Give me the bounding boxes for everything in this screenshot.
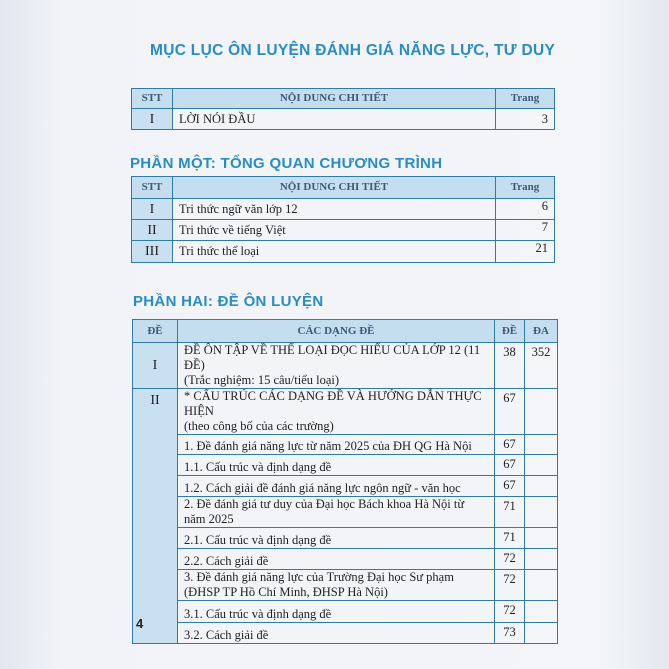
- row-title: 3. Đề đánh giá năng lực của Trường Đại h…: [184, 570, 454, 584]
- row-content: 2. Đề đánh giá tư duy của Đại học Bách k…: [177, 496, 495, 528]
- row-da: [524, 454, 558, 476]
- row-content: 3.2. Cách giải đề: [177, 622, 495, 644]
- row-page: 6: [495, 198, 555, 220]
- row-stt: I: [132, 342, 178, 389]
- row-content: 1.1. Cấu trúc và định dạng đề: [177, 454, 495, 476]
- table-row: 2. Đề đánh giá tư duy của Đại học Bách k…: [133, 496, 558, 528]
- table-row: 1.2. Cách giải đề đánh giá năng lực ngôn…: [133, 475, 558, 497]
- row-stt: II: [132, 388, 178, 644]
- part2-heading: PHẦN HAI: ĐỀ ÔN LUYỆN: [133, 293, 324, 310]
- row-page: 21: [495, 240, 555, 263]
- row-da: [524, 496, 558, 528]
- row-content: LỜI NÓI ĐẦU: [172, 108, 496, 130]
- row-de: 71: [494, 527, 525, 549]
- row-da: [524, 527, 558, 549]
- row-da: 352: [524, 342, 558, 389]
- row-stt: II: [131, 219, 173, 241]
- row-content: 1. Đề đánh giá năng lực từ năm 2025 của …: [177, 434, 495, 455]
- part1-heading: PHẦN MỘT: TỔNG QUAN CHƯƠNG TRÌNH: [130, 155, 443, 172]
- table-row: 3. Đề đánh giá năng lực của Trường Đại h…: [133, 569, 558, 601]
- header-de-page: ĐỀ: [494, 319, 525, 343]
- row-stt: I: [131, 108, 173, 130]
- table-row: 3.1. Cấu trúc và định dạng đề 72: [133, 600, 558, 623]
- intro-table: STT NỘI DUNG CHI TIẾT Trang I LỜI NÓI ĐẦU 3: [131, 88, 555, 130]
- table-row: I ĐỀ ÔN TẬP VỀ THỂ LOẠI ĐỌC HIỂU CỦA LỚP …: [132, 342, 558, 389]
- table-row: II Tri thức về tiếng Việt 7: [131, 219, 555, 241]
- page-title: MỤC LỤC ÔN LUYỆN ĐÁNH GIÁ NĂNG LỰC, TƯ D…: [150, 42, 556, 59]
- row-de: 67: [494, 434, 525, 455]
- row-de: 72: [494, 600, 525, 623]
- row-da: [524, 600, 558, 623]
- row-page: 7: [495, 219, 555, 241]
- row-title: ĐỀ ÔN TẬP VỀ THỂ LOẠI ĐỌC HIỂU CỦA LỚP 1…: [184, 343, 481, 372]
- row-content: Tri thức ngữ văn lớp 12: [172, 198, 496, 220]
- header-page: Trang: [495, 176, 555, 199]
- row-de: 73: [494, 622, 525, 644]
- row-da: [524, 548, 558, 570]
- row-de: 72: [494, 548, 525, 570]
- table-row: 3.2. Cách giải đề 73: [133, 622, 558, 644]
- row-content: 2.2. Cách giải đề: [177, 548, 495, 570]
- row-content: Tri thức thể loại: [172, 240, 496, 263]
- row-de: 67: [494, 388, 525, 435]
- row-content: * CẤU TRÚC CÁC DẠNG ĐỀ VÀ HƯỚNG DẪN THỰC…: [177, 388, 495, 435]
- row-de: 72: [494, 569, 525, 601]
- header-da-page: ĐA: [524, 319, 558, 343]
- part1-table: STT NỘI DUNG CHI TIẾT Trang I Tri thức ngữ …: [131, 176, 555, 263]
- row-subtitle: (ĐHSP TP Hồ Chí Minh, ĐHSP Hà Nội): [184, 585, 388, 599]
- table-row: II * CẤU TRÚC CÁC DẠNG ĐỀ VÀ HƯỚNG DẪN TH…: [132, 388, 558, 644]
- row-de: 71: [494, 496, 525, 528]
- table-row: 2.2. Cách giải đề 72: [133, 548, 558, 570]
- row-content: ĐỀ ÔN TẬP VỀ THỂ LOẠI ĐỌC HIỂU CỦA LỚP 1…: [177, 342, 495, 389]
- header-page: Trang: [495, 88, 555, 109]
- table-row: 2.1. Cấu trúc và định dạng đề 71: [133, 527, 558, 549]
- header-stt: STT: [131, 176, 173, 199]
- table-row: 1.1. Cấu trúc và định dạng đề 67: [133, 454, 558, 476]
- table-row: 1. Đề đánh giá năng lực từ năm 2025 của …: [133, 434, 558, 455]
- header-de: ĐỀ: [132, 319, 178, 343]
- row-de: 38: [494, 342, 525, 389]
- header-content: NỘI DUNG CHI TIẾT: [172, 176, 496, 199]
- header-content: NỘI DUNG CHI TIẾT: [172, 88, 496, 109]
- row-page: 3: [495, 108, 555, 130]
- row-content: 2.1. Cấu trúc và định dạng đề: [177, 527, 495, 549]
- row-de: 67: [494, 454, 525, 476]
- header-stt: STT: [131, 88, 173, 109]
- row-stt: I: [131, 198, 173, 220]
- row-content: 3. Đề đánh giá năng lực của Trường Đại h…: [177, 569, 495, 601]
- row-de: 67: [494, 475, 525, 497]
- page-number: 4: [136, 616, 144, 631]
- row-da: [524, 475, 558, 497]
- row-stt: III: [131, 240, 173, 263]
- row-da: [524, 388, 558, 435]
- row-content: 1.2. Cách giải đề đánh giá năng lực ngôn…: [177, 475, 495, 497]
- table-row: I Tri thức ngữ văn lớp 12 6: [131, 198, 555, 220]
- row-content: 3.1. Cấu trúc và định dạng đề: [177, 600, 495, 623]
- row-da: [524, 434, 558, 455]
- row-subtitle: (theo công bố của các trường): [184, 419, 334, 433]
- table-row: I LỜI NÓI ĐẦU 3: [131, 108, 555, 130]
- row-content: Tri thức về tiếng Việt: [172, 219, 496, 241]
- header-types: CÁC DẠNG ĐỀ: [177, 319, 495, 343]
- row-da: [524, 569, 558, 601]
- part2-table: ĐỀ CÁC DẠNG ĐỀ ĐỀ ĐA I ĐỀ ÔN TẬP VỀ THỂ LOẠI…: [132, 319, 558, 644]
- row-da: [524, 622, 558, 644]
- table-row: III Tri thức thể loại 21: [131, 240, 555, 263]
- row-title: * CẤU TRÚC CÁC DẠNG ĐỀ VÀ HƯỚNG DẪN THỰC…: [184, 389, 482, 418]
- row-subtitle: (Trắc nghiệm: 15 câu/tiểu loại): [184, 373, 340, 387]
